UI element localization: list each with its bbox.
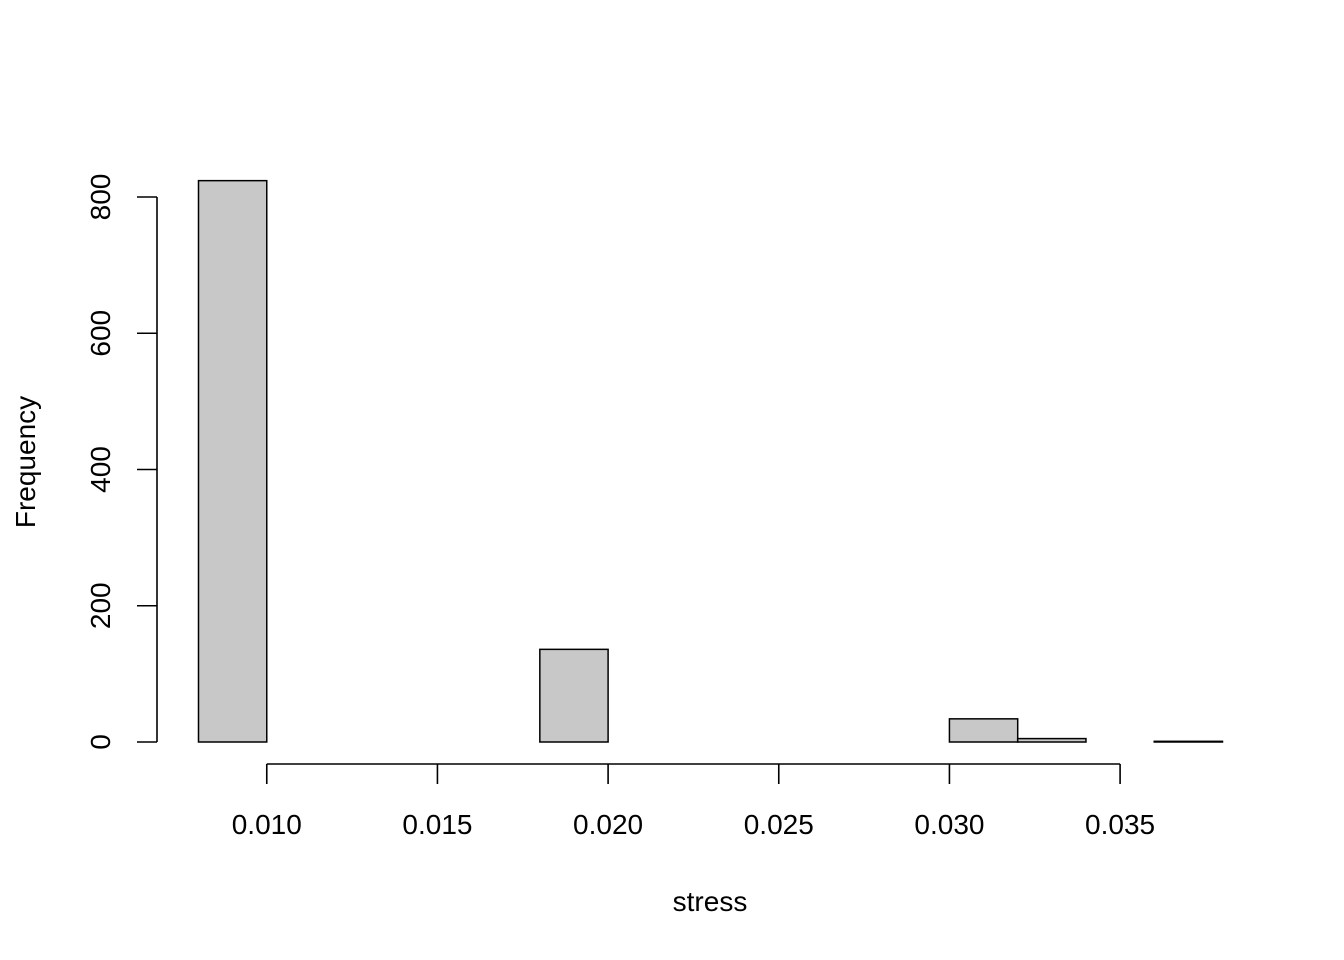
x-tick-label: 0.020 — [573, 809, 643, 840]
histogram-bar — [1153, 740, 1224, 743]
x-tick-label: 0.015 — [402, 809, 472, 840]
histogram-bar — [197, 179, 268, 743]
y-axis-title: Frequency — [10, 396, 41, 528]
y-tick-label: 800 — [85, 174, 116, 221]
histogram-bar — [1016, 737, 1087, 743]
y-tick-label: 200 — [85, 582, 116, 629]
histogram-bar — [948, 718, 1019, 743]
y-axis: 0 200 400 600 800 — [85, 174, 158, 750]
x-axis: 0.010 0.015 0.020 0.025 0.030 0.035 — [232, 763, 1155, 840]
histogram-bars — [197, 179, 1224, 743]
y-tick-label: 600 — [85, 310, 116, 357]
histogram-bar — [539, 648, 609, 743]
x-tick-label: 0.030 — [914, 809, 984, 840]
x-tick-label: 0.025 — [744, 809, 814, 840]
x-axis-title: stress — [673, 886, 748, 917]
y-tick-label: 0 — [85, 734, 116, 750]
x-tick-label: 0.035 — [1085, 809, 1155, 840]
y-tick-label: 400 — [85, 446, 116, 493]
x-tick-label: 0.010 — [232, 809, 302, 840]
